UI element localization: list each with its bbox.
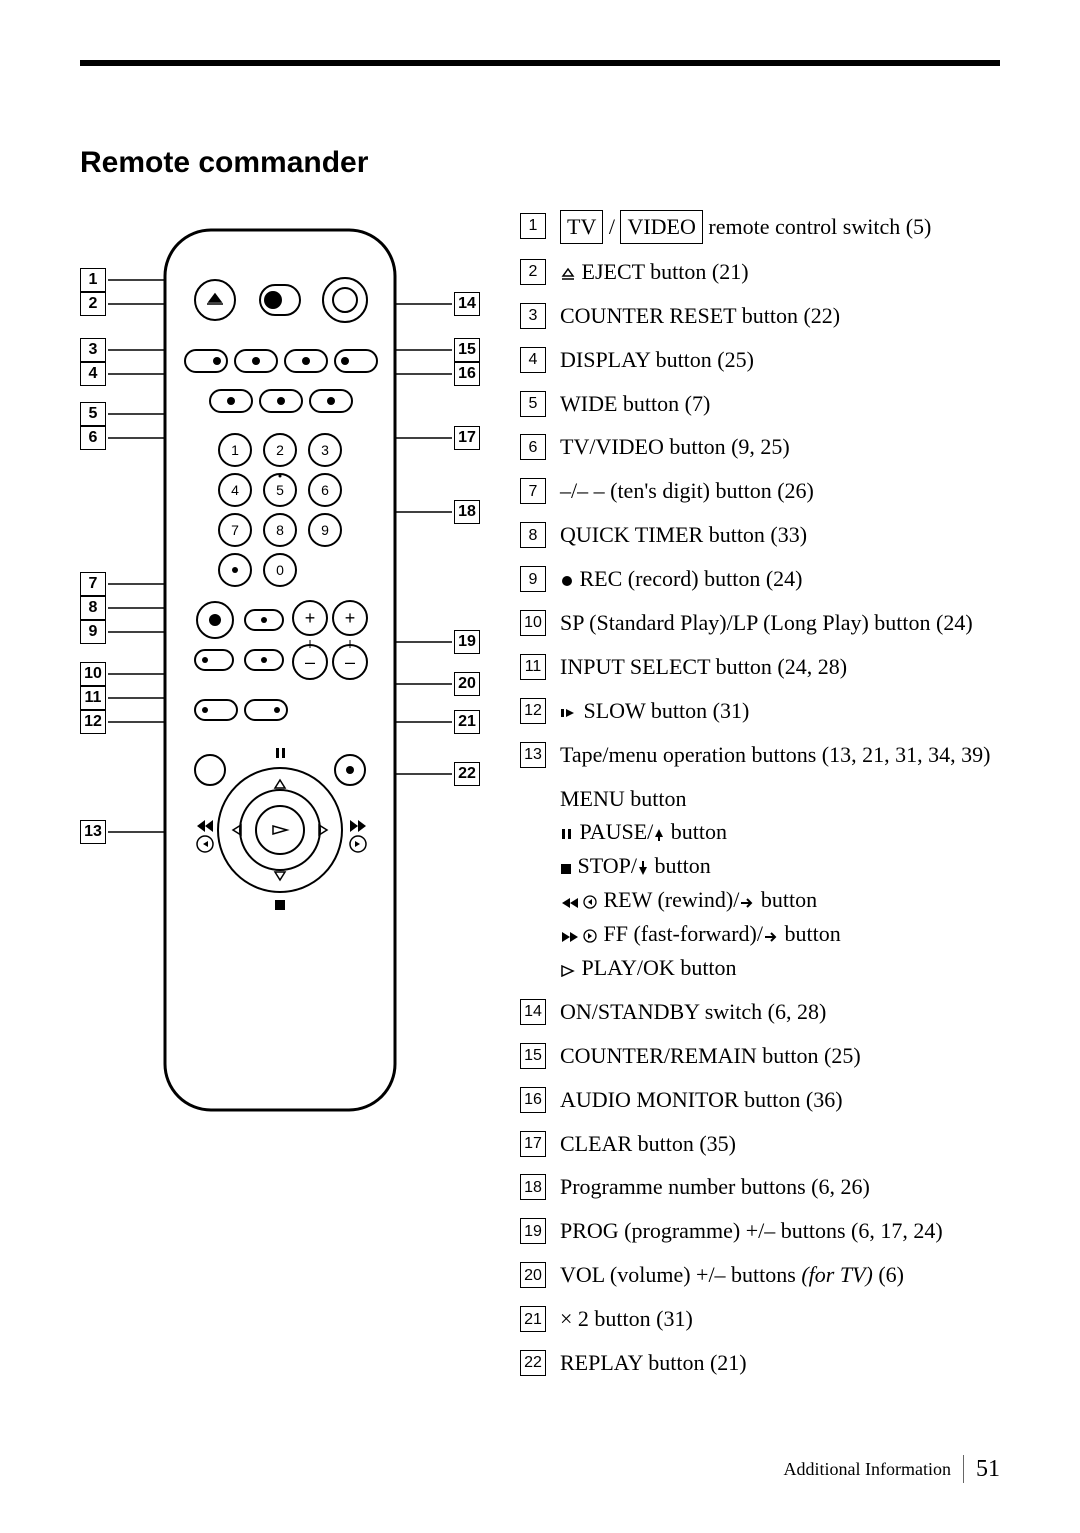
item-number: 10: [520, 610, 546, 636]
sub-item: FF (fast-forward)/ button: [560, 918, 1000, 950]
sub-item: MENU button: [560, 783, 1000, 815]
description-list: 1 TV / VIDEO remote control switch (5) 2 E…: [520, 210, 1000, 1391]
list-item: 19 PROG (programme) +/– buttons (6, 17, 2…: [520, 1215, 1000, 1247]
svg-text:5: 5: [276, 482, 284, 498]
list-item: 21 × 2 button (31): [520, 1303, 1000, 1335]
list-item: 7 –/– – (ten's digit) button (26): [520, 475, 1000, 507]
list-item: 8 QUICK TIMER button (33): [520, 519, 1000, 551]
item-description: VOL (volume) +/– buttons (for TV) (6): [560, 1259, 1000, 1291]
list-item: 1 TV / VIDEO remote control switch (5): [520, 210, 1000, 244]
sub-item: PAUSE/ button: [560, 816, 1000, 848]
item-description: REPLAY button (21): [560, 1347, 1000, 1379]
svg-text:1: 1: [231, 442, 239, 458]
item-description: ON/STANDBY switch (6, 28): [560, 996, 1000, 1028]
svg-text:4: 4: [231, 482, 239, 498]
content-row: 12345678910111213141516171819202122: [80, 210, 1000, 1391]
svg-text:+: +: [345, 608, 356, 628]
list-item: 10 SP (Standard Play)/LP (Long Play) butt…: [520, 607, 1000, 639]
item-description: TV/VIDEO button (9, 25): [560, 431, 1000, 463]
item-number: 19: [520, 1218, 546, 1244]
item-number: 15: [520, 1043, 546, 1069]
item-description: Programme number buttons (6, 26): [560, 1171, 1000, 1203]
item-description: REC (record) button (24): [560, 563, 1000, 595]
item-description: PROG (programme) +/– buttons (6, 17, 24): [560, 1215, 1000, 1247]
list-item: 15 COUNTER/REMAIN button (25): [520, 1040, 1000, 1072]
item-description: –/– – (ten's digit) button (26): [560, 475, 1000, 507]
list-item: 9 REC (record) button (24): [520, 563, 1000, 595]
item-number: 21: [520, 1306, 546, 1332]
list-item: 12 SLOW button (31): [520, 695, 1000, 727]
sub-list: MENU button PAUSE/ button STOP/ button R…: [560, 783, 1000, 984]
footer-section: Additional Information: [784, 1459, 951, 1480]
item-number: 1: [520, 213, 546, 239]
item-description: COUNTER/REMAIN button (25): [560, 1040, 1000, 1072]
top-rule: [80, 60, 1000, 66]
item-description: COUNTER RESET button (22): [560, 300, 1000, 332]
item-number: 11: [520, 654, 546, 680]
svg-text:9: 9: [321, 522, 329, 538]
list-item: 13 Tape/menu operation buttons (13, 21, 3…: [520, 739, 1000, 771]
list-item: 22 REPLAY button (21): [520, 1347, 1000, 1379]
page-number: 51: [976, 1456, 1000, 1483]
item-description: AUDIO MONITOR button (36): [560, 1084, 1000, 1116]
item-description: Tape/menu operation buttons (13, 21, 31,…: [560, 739, 1000, 771]
list-item: 5 WIDE button (7): [520, 388, 1000, 420]
list-item: 2 EJECT button (21): [520, 256, 1000, 288]
item-number: 16: [520, 1087, 546, 1113]
svg-text:–: –: [345, 652, 355, 672]
item-number: 12: [520, 698, 546, 724]
remote-diagram: 12345678910111213141516171819202122: [80, 210, 480, 1130]
item-number: 2: [520, 259, 546, 285]
svg-text:0: 0: [276, 562, 284, 578]
svg-text:3: 3: [321, 442, 329, 458]
item-number: 13: [520, 742, 546, 768]
list-item: 17 CLEAR button (35): [520, 1128, 1000, 1160]
item-description: EJECT button (21): [560, 256, 1000, 288]
item-description: TV / VIDEO remote control switch (5): [560, 210, 1000, 244]
svg-text:+: +: [305, 608, 316, 628]
item-description: DISPLAY button (25): [560, 344, 1000, 376]
item-number: 22: [520, 1350, 546, 1376]
item-description: WIDE button (7): [560, 388, 1000, 420]
item-description: INPUT SELECT button (24, 28): [560, 651, 1000, 683]
item-number: 5: [520, 391, 546, 417]
svg-text:8: 8: [276, 522, 284, 538]
remote-svg: 1 2 3 4 5 6 7 8 9 0 +: [80, 210, 480, 1130]
list-item: 11 INPUT SELECT button (24, 28): [520, 651, 1000, 683]
svg-text:2: 2: [276, 442, 284, 458]
svg-text:–: –: [305, 652, 315, 672]
item-description: SLOW button (31): [560, 695, 1000, 727]
list-item: 16 AUDIO MONITOR button (36): [520, 1084, 1000, 1116]
page-title: Remote commander: [80, 146, 1000, 180]
item-description: CLEAR button (35): [560, 1128, 1000, 1160]
item-number: 17: [520, 1131, 546, 1157]
svg-text:6: 6: [321, 482, 329, 498]
list-item: 14 ON/STANDBY switch (6, 28): [520, 996, 1000, 1028]
item-number: 9: [520, 566, 546, 592]
item-number: 4: [520, 347, 546, 373]
list-item: 20 VOL (volume) +/– buttons (for TV) (6): [520, 1259, 1000, 1291]
sub-item: PLAY/OK button: [560, 952, 1000, 984]
page-footer: Additional Information 51: [784, 1455, 1000, 1483]
item-description: QUICK TIMER button (33): [560, 519, 1000, 551]
list-item: 18 Programme number buttons (6, 26): [520, 1171, 1000, 1203]
item-number: 6: [520, 434, 546, 460]
item-number: 8: [520, 522, 546, 548]
list-item: 6 TV/VIDEO button (9, 25): [520, 431, 1000, 463]
item-number: 18: [520, 1174, 546, 1200]
item-number: 20: [520, 1262, 546, 1288]
sub-item: REW (rewind)/ button: [560, 884, 1000, 916]
item-number: 3: [520, 303, 546, 329]
list-item: 4 DISPLAY button (25): [520, 344, 1000, 376]
list-item: 3 COUNTER RESET button (22): [520, 300, 1000, 332]
item-number: 14: [520, 999, 546, 1025]
sub-item: STOP/ button: [560, 850, 1000, 882]
svg-text:7: 7: [231, 522, 239, 538]
item-number: 7: [520, 478, 546, 504]
item-description: × 2 button (31): [560, 1303, 1000, 1335]
item-description: SP (Standard Play)/LP (Long Play) button…: [560, 607, 1000, 639]
